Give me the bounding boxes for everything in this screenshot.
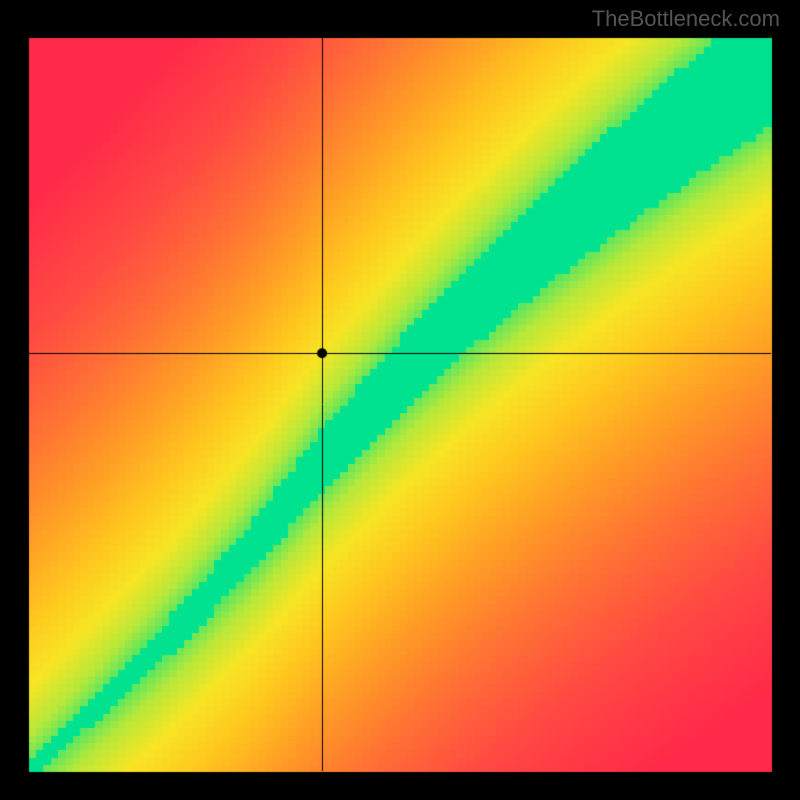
attribution-label: TheBottleneck.com xyxy=(592,6,780,32)
heatmap-canvas xyxy=(0,0,800,800)
chart-container: TheBottleneck.com xyxy=(0,0,800,800)
